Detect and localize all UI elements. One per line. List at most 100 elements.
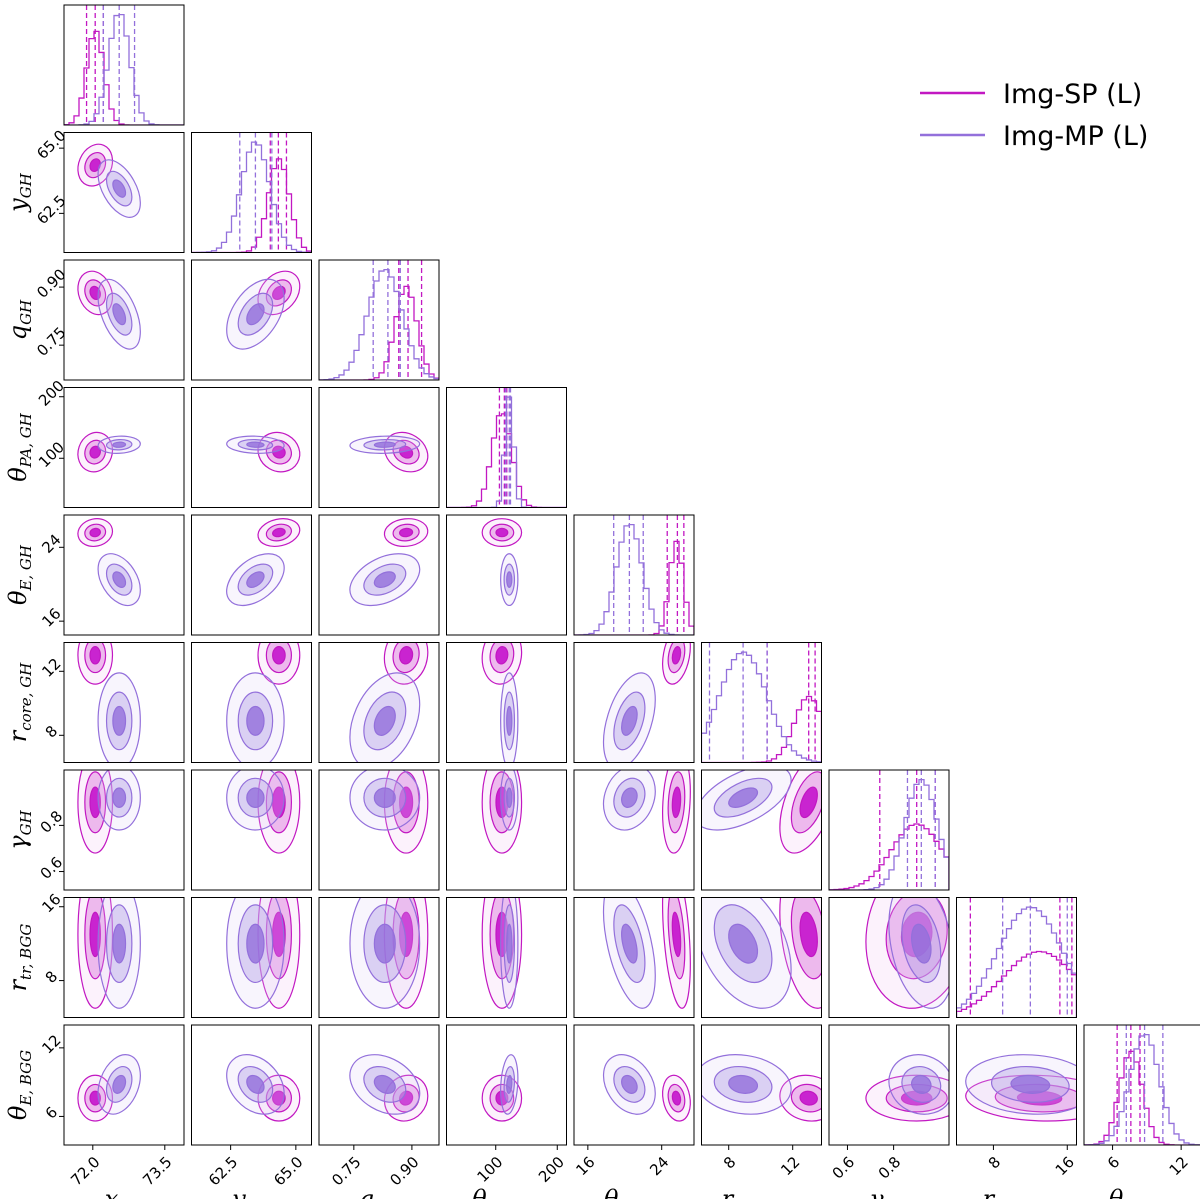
panel-frame-6-2 <box>318 769 440 891</box>
panel-frame-7-3 <box>446 897 567 1018</box>
panel-content-6-3 <box>481 770 523 854</box>
panel-content-2-0 <box>77 270 141 350</box>
yaxis-label-main-rtr_BGG: r <box>4 978 32 991</box>
contour-0-y_GH-q_GH-level-0 <box>272 285 286 301</box>
panel-frame-4-1 <box>191 514 312 636</box>
panel-content-6-4 <box>602 770 691 854</box>
yaxis-label-main-q_GH: q <box>4 325 32 340</box>
contour-1-thetaE_GH-rcore_GH-level-0 <box>621 705 638 736</box>
contour-0-q_GH-gamma_GH-level-0 <box>398 786 414 819</box>
panel-content-7-7 <box>956 897 1077 1018</box>
panel-frame-4-2 <box>318 514 440 636</box>
contour-1-x_GH-y_GH-level-0 <box>112 179 127 198</box>
panel-content-7-1 <box>226 897 301 1009</box>
yaxis-label-main-thetaPA_GH: θ <box>4 467 32 482</box>
ytick-label-thetaE_BGG-1: 12 <box>38 1031 64 1057</box>
contour-0-rcore_GH-thetaE_BGG-level-0 <box>799 1090 818 1106</box>
contour-1-x_GH-rtr_BGG-level-0 <box>112 923 127 964</box>
histogram-imgmpl-x_GH <box>64 13 184 125</box>
yaxis-label-main-y_GH: y <box>4 198 32 213</box>
contour-1-thetaPA_GH-thetaE_GH-level-0 <box>506 571 513 588</box>
panel-content-7-2 <box>349 897 429 1009</box>
contour-0-q_GH-thetaE_GH-level-0 <box>398 527 414 538</box>
ytick-label-thetaE_GH-0: 16 <box>38 605 64 631</box>
contour-1-q_GH-thetaE_GH-level-0 <box>373 571 396 588</box>
panel-frame-3-1 <box>191 387 312 508</box>
xtick-label-x_GH-1: 73.5 <box>139 1153 175 1189</box>
yaxis-label-thetaE_GH: θE, GH <box>4 544 35 605</box>
contour-1-x_GH-thetaE_BGG-level-0 <box>112 1074 127 1094</box>
contour-0-q_GH-rcore_GH-level-0 <box>398 646 414 665</box>
xaxis-label-main-thetaE_GH: θ <box>604 1185 619 1199</box>
contour-1-gamma_GH-thetaE_BGG-level-0 <box>911 1074 932 1094</box>
panel-frame-2-2 <box>318 259 440 381</box>
panel-frame-4-4 <box>573 514 695 636</box>
xaxis-label-thetaPA_GH: θPA, GH <box>472 1185 542 1199</box>
panel-frame-6-4 <box>573 769 695 891</box>
panel-content-2-2 <box>319 260 439 380</box>
contour-0-x_GH-thetaPA_GH-level-0 <box>89 445 101 459</box>
yaxis-label-main-rcore_GH: r <box>4 729 32 742</box>
ytick-label-rtr_BGG-0: 8 <box>42 967 61 986</box>
panel-content-3-2 <box>349 431 429 473</box>
panel-frame-8-1 <box>191 1024 312 1146</box>
panel-content-2-1 <box>226 270 301 350</box>
contour-0-x_GH-rcore_GH-level-0 <box>89 646 101 665</box>
panel-content-5-0 <box>77 642 141 763</box>
panel-frame-7-1 <box>191 897 312 1018</box>
ytick-label-rcore_GH-0: 8 <box>42 722 61 741</box>
panel-frame-8-0 <box>63 1024 185 1146</box>
panel-frame-3-2 <box>318 387 440 508</box>
ytick-label-rcore_GH-1: 12 <box>38 655 64 681</box>
yaxis-label-sub-rtr_BGG: tr, BGG <box>17 924 35 980</box>
contour-1-thetaPA_GH-thetaE_BGG-level-0 <box>506 1074 513 1094</box>
yaxis-label-q_GH: qGH <box>4 299 35 340</box>
histogram-imgspl-y_GH <box>191 158 312 253</box>
panel-content-8-3 <box>481 1054 523 1122</box>
panel-content-3-1 <box>226 431 301 473</box>
panel-content-8-5 <box>701 1054 822 1122</box>
histogram-imgspl-x_GH <box>64 30 184 125</box>
panel-content-6-5 <box>701 770 822 854</box>
contour-1-rcore_GH-gamma_GH-level-0 <box>728 787 759 808</box>
xtick-label-gamma_GH-1: 0.8 <box>875 1153 905 1183</box>
contour-1-rcore_GH-thetaE_BGG-level-0 <box>728 1074 759 1094</box>
panel-content-4-2 <box>349 518 429 607</box>
yaxis-label-main-gamma_GH: γ <box>4 835 32 850</box>
panel-frame-7-2 <box>318 897 440 1018</box>
contour-0-x_GH-thetaE_GH-level-0 <box>89 527 101 538</box>
histogram-imgmpl-y_GH <box>191 141 312 253</box>
xtick-label-y_GH-1: 65.0 <box>270 1153 306 1189</box>
contour-1-x_GH-gamma_GH-level-0 <box>112 787 127 808</box>
panel-content-5-5 <box>701 642 822 763</box>
panel-content-6-6 <box>829 770 949 890</box>
xaxis-label-x_GH: xGH <box>105 1185 145 1199</box>
histogram-imgspl-thetaE_GH <box>574 540 694 635</box>
contour-0-thetaE_GH-gamma_GH-level-0 <box>671 786 682 819</box>
panel-content-6-0 <box>77 770 141 854</box>
panel-frame-5-2 <box>318 642 440 763</box>
xtick-label-thetaPA_GH-1: 200 <box>535 1153 568 1186</box>
panel-content-0-0 <box>64 5 184 125</box>
panel-frame-6-1 <box>191 769 312 891</box>
yaxis-label-rtr_BGG: rtr, BGG <box>4 924 35 992</box>
contour-1-y_GH-thetaE_BGG-level-0 <box>246 1074 265 1094</box>
histogram-imgmpl-rtr_BGG <box>956 906 1077 1018</box>
xtick-label-rcore_GH-1: 12 <box>777 1153 803 1179</box>
panel-content-7-3 <box>481 897 523 1009</box>
panel-content-6-1 <box>226 770 301 854</box>
panel-content-5-1 <box>226 642 301 763</box>
ytick-label-gamma_GH-0: 0.6 <box>37 853 67 883</box>
histogram-imgspl-rcore_GH <box>701 695 822 763</box>
histogram-imgmpl-rcore_GH <box>701 651 822 763</box>
contour-0-y_GH-rcore_GH-level-0 <box>272 646 286 665</box>
panel-content-8-2 <box>349 1054 429 1122</box>
xaxis-label-rtr_BGG: rtr, BGG <box>983 1185 1051 1199</box>
contour-0-thetaE_GH-rcore_GH-level-0 <box>671 646 682 665</box>
panel-content-5-4 <box>602 642 691 763</box>
panel-content-8-4 <box>602 1054 691 1122</box>
ytick-label-thetaPA_GH-1: 200 <box>35 377 68 410</box>
contour-1-q_GH-gamma_GH-level-0 <box>373 787 396 808</box>
histogram-imgspl-rtr_BGG <box>956 950 1077 1018</box>
